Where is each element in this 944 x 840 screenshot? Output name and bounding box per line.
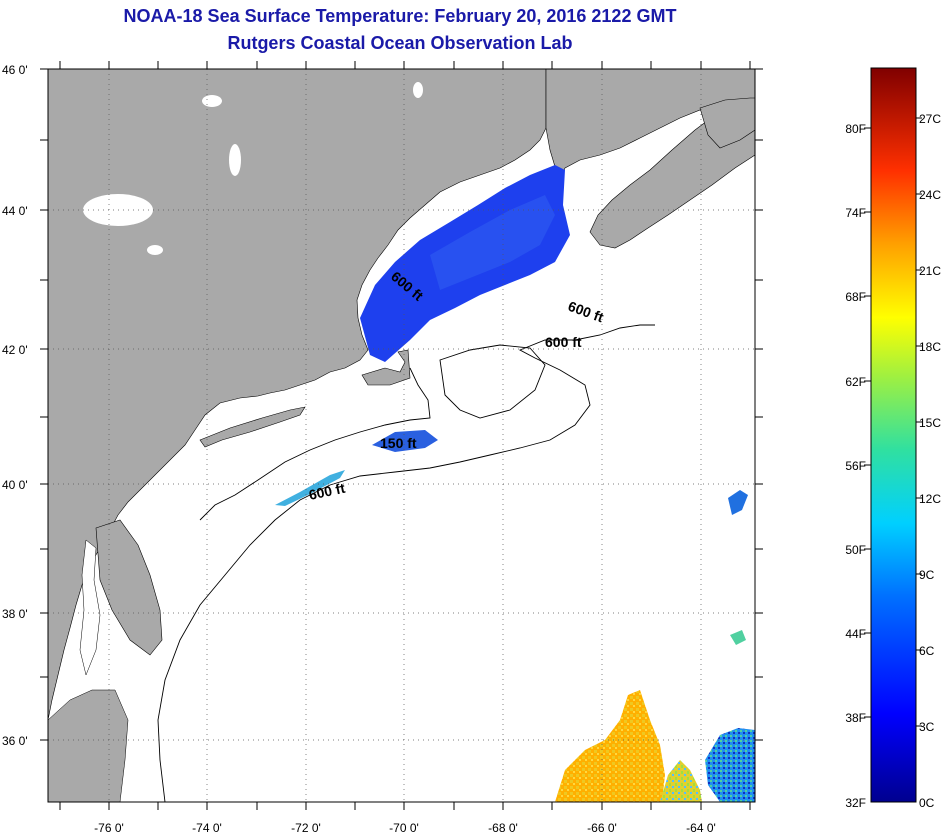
lon-label: -64 0' (686, 821, 716, 835)
lat-label: 36 0' (2, 734, 28, 748)
map-title: NOAA-18 Sea Surface Temperature: Februar… (123, 6, 677, 26)
sst-cool-speck (730, 630, 746, 645)
sst-mixed-south (660, 760, 702, 802)
lat-label: 42 0' (2, 343, 28, 357)
lon-label: -76 0' (94, 821, 124, 835)
sst-cool-southeast (705, 728, 755, 802)
lon-label: -72 0' (291, 821, 321, 835)
land-long-island (199, 406, 306, 448)
colorbar-f-label: 80F (845, 122, 866, 136)
lon-label: -70 0' (389, 821, 419, 835)
colorbar-f-label: 62F (845, 375, 866, 389)
colorbar-c-label: 27C (919, 112, 941, 126)
axis-ticks (40, 61, 763, 810)
land-nova-scotia (545, 69, 755, 249)
chesapeake-bay (79, 539, 101, 676)
map-area: 600 ft 600 ft 600 ft 150 ft 600 ft (48, 69, 755, 802)
colorbar-c-label: 21C (919, 264, 941, 278)
colorbar-c-label: 0C (919, 796, 935, 810)
colorbar-f-label: 68F (845, 290, 866, 304)
map-subtitle: Rutgers Coastal Ocean Observation Lab (227, 33, 573, 53)
lat-label: 40 0' (2, 478, 28, 492)
land-outer-banks (48, 689, 129, 802)
lat-label: 38 0' (2, 607, 28, 621)
lat-label: 44 0' (2, 204, 28, 218)
land-cape-breton (699, 97, 755, 149)
sst-warm-south (555, 690, 665, 802)
lat-label: 46 0' (2, 63, 28, 77)
colorbar-f-label: 38F (845, 711, 866, 725)
colorbar-f-label: 50F (845, 543, 866, 557)
sst-east-patch (728, 490, 748, 515)
contour-georges (439, 344, 546, 419)
colorbar-ticks (864, 117, 922, 727)
lon-label: -74 0' (192, 821, 222, 835)
lake (202, 95, 222, 107)
temperature-colorbar (870, 67, 917, 803)
colorbar-c-label: 15C (919, 416, 941, 430)
colorbar-c-label: 24C (919, 188, 941, 202)
contour-label: 150 ft (380, 435, 417, 451)
sst-shelf-streak (275, 470, 345, 506)
contour-150ft (199, 367, 431, 521)
lake (229, 144, 241, 176)
bathymetry-contours (157, 324, 655, 802)
colorbar-f-label: 56F (845, 459, 866, 473)
colorbar-c-label: 12C (919, 492, 941, 506)
colorbar-c-label: 3C (919, 720, 935, 734)
map-frame (47, 68, 756, 803)
graticule (48, 69, 755, 802)
colorbar-f-label: 32F (845, 796, 866, 810)
contour-600ft-shelf (157, 324, 655, 802)
colorbar-c-label: 18C (919, 340, 941, 354)
lake (147, 245, 163, 255)
sst-georges-patch (372, 430, 438, 452)
contour-label: 600 ft (307, 480, 346, 503)
colorbar-c-label: 6C (919, 644, 935, 658)
lake (413, 82, 423, 98)
colorbar-f-label: 44F (845, 627, 866, 641)
land-cape-cod (361, 349, 411, 386)
land-delmarva (95, 519, 163, 656)
sst-gulf-of-maine-core (430, 195, 555, 290)
colorbar-c-label: 9C (919, 568, 935, 582)
lon-label: -68 0' (488, 821, 518, 835)
contour-label: 600 ft (545, 334, 582, 350)
colorbar-f-label: 74F (845, 206, 866, 220)
lon-label: -66 0' (587, 821, 617, 835)
